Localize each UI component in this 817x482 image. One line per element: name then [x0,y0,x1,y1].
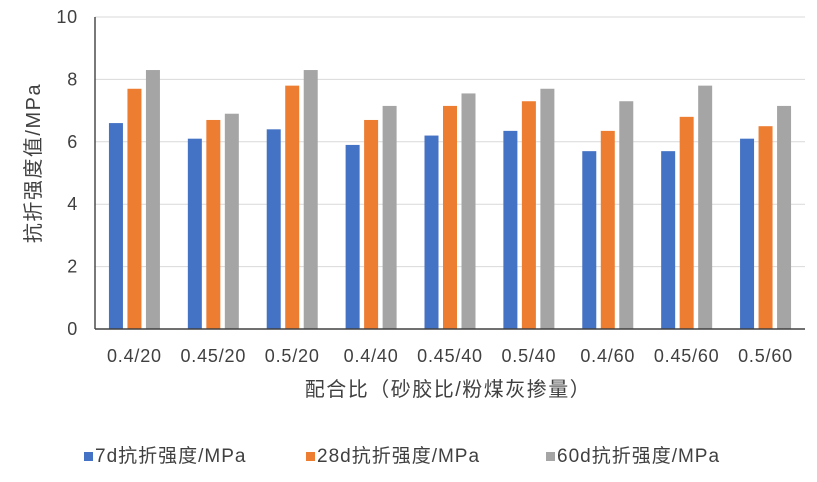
bar-series-1-cat-1 [108,123,123,329]
bar-series-2-cat-7 [600,130,615,329]
y-tick-label: 10 [56,7,78,27]
x-axis-label: 配合比（砂胶比/粉煤灰掺量） [305,378,592,401]
bar-series-1-cat-9 [740,138,755,329]
bar-series-2-cat-8 [679,116,694,329]
x-tick-labels: 0.4/20 0.45/20 0.5/20 0.4/40 0.45/40 0.5/40 0.… [107,346,793,366]
x-tick-label: 0.45/40 [417,346,483,366]
x-tick-label: 0.4/60 [580,346,635,366]
bar-series-3-cat-9 [777,105,792,329]
bar-series-3-cat-4 [382,105,397,329]
bar-series-3-cat-5 [461,93,476,329]
legend-marker [546,452,555,461]
legend-marker [84,452,93,461]
x-tick-label: 0.4/40 [344,346,399,366]
bars [108,70,792,330]
bar-series-3-cat-1 [145,70,160,329]
bar-series-2-cat-9 [758,126,773,329]
bar-series-1-cat-7 [582,151,597,329]
x-tick-label: 0.4/20 [107,346,162,366]
bar-series-3-cat-7 [619,101,634,330]
legend-label: 28d抗折强度/MPa [317,445,480,467]
bar-series-3-cat-2 [224,113,239,329]
legend: 7d抗折强度/MPa 28d抗折强度/MPa 60d抗折强度/MPa [84,445,720,467]
bar-series-3-cat-3 [303,70,318,329]
x-tick-label: 0.5/60 [738,346,793,366]
bar-series-1-cat-8 [661,151,676,329]
x-tick-label: 0.5/20 [265,346,320,366]
bar-series-1-cat-2 [187,138,202,329]
axes [94,17,805,330]
bar-series-1-cat-5 [424,135,439,329]
y-axis-label: 抗折强度值/MPa [22,83,45,243]
y-tick-label: 6 [67,132,78,152]
bar-series-2-cat-5 [443,105,457,329]
y-tick-label: 2 [67,257,78,277]
legend-label: 7d抗折强度/MPa [95,445,246,467]
y-tick-label: 8 [67,69,78,89]
x-tick-label: 0.45/60 [654,346,720,366]
bar-series-2-cat-6 [521,101,536,330]
bar-series-1-cat-6 [503,130,518,329]
bar-series-2-cat-4 [364,119,379,330]
y-tick-label: 4 [67,194,78,214]
y-tick-labels: 0 2 4 6 8 10 [56,7,78,339]
bar-series-3-cat-8 [698,85,713,329]
x-tick-label: 0.45/20 [181,346,247,366]
bar-series-2-cat-2 [206,119,221,330]
bar-series-2-cat-3 [285,85,300,329]
bar-series-1-cat-3 [266,129,281,329]
y-tick-label: 0 [67,319,78,339]
bar-series-1-cat-4 [345,144,360,329]
bar-series-3-cat-6 [540,88,555,329]
legend-marker [306,452,315,461]
bar-series-2-cat-1 [127,88,142,329]
x-tick-label: 0.5/40 [501,346,556,366]
legend-label: 60d抗折强度/MPa [557,445,720,467]
